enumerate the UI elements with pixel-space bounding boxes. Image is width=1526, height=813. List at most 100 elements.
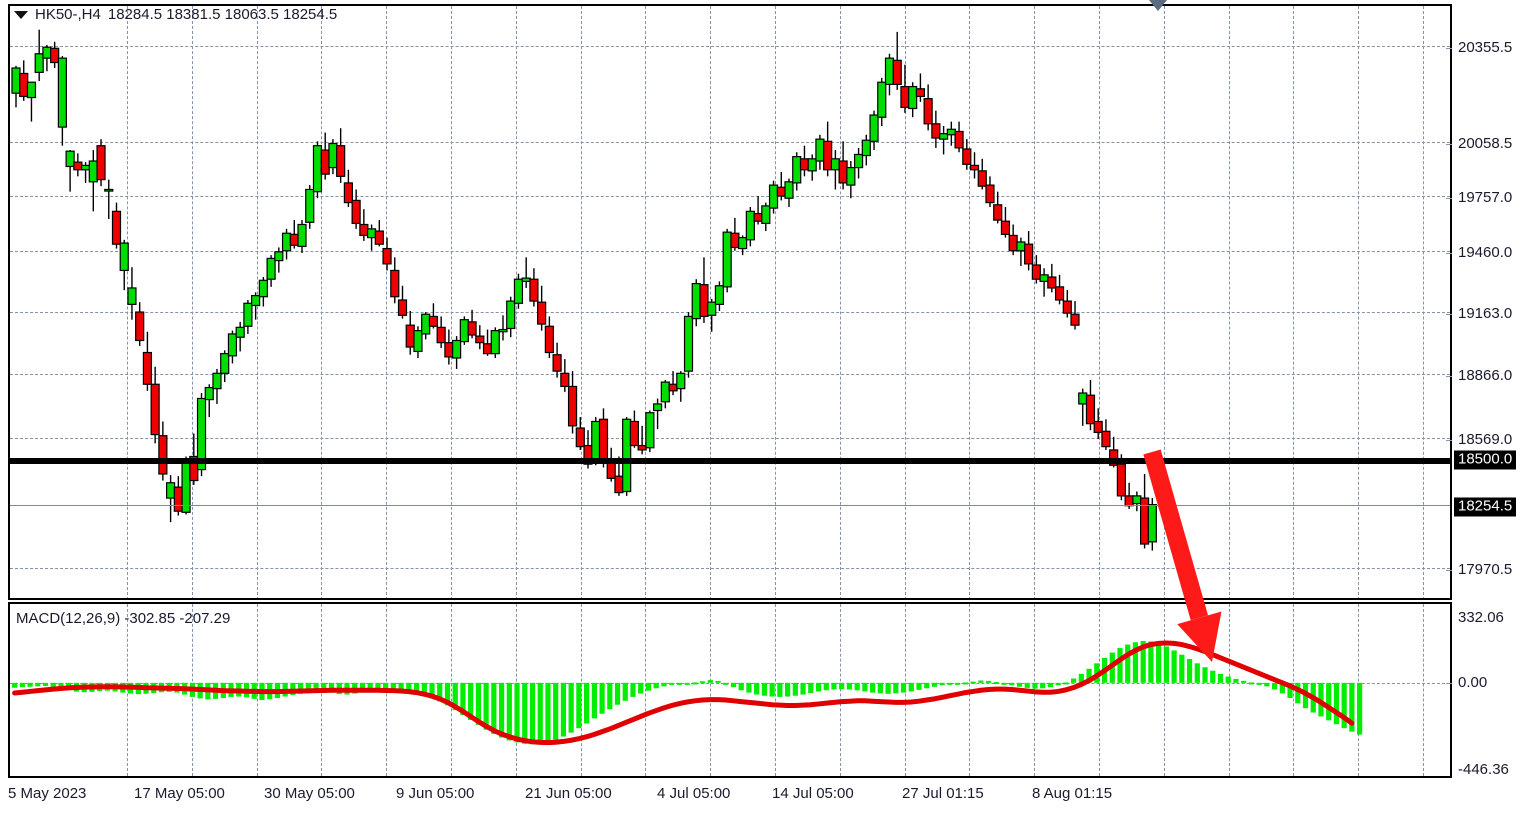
symbol-timeframe-label: HK50-,H4 [35, 6, 101, 23]
candlestick [506, 296, 516, 338]
macd-histogram-bar [815, 682, 822, 692]
macd-histogram-bar [1217, 673, 1224, 683]
candlestick [977, 158, 987, 190]
macd-histogram-bar [1024, 682, 1030, 688]
candlestick [923, 84, 933, 131]
price-axis-label: 19757.0 [1458, 189, 1513, 206]
macd-histogram-bar [591, 682, 597, 719]
candlestick [50, 41, 60, 68]
candlestick [629, 410, 640, 448]
triangle-down-icon[interactable] [14, 10, 28, 19]
macd-histogram-bar [398, 682, 404, 693]
candlestick [374, 220, 384, 247]
candlestick-series [11, 29, 1157, 551]
macd-histogram-bar [985, 680, 992, 683]
macd-histogram-bar [19, 682, 25, 688]
top-down-marker-icon[interactable] [1149, 0, 1167, 11]
time-axis[interactable]: 5 May 2023 17 May 05:00 30 May 05:00 9 Jun … [0, 780, 1526, 813]
macd-histogram-bar [707, 680, 713, 683]
candlestick [266, 255, 276, 287]
macd-histogram-bar [877, 682, 883, 694]
candlestick [351, 189, 361, 229]
macd-axis-label: 332.06 [1458, 609, 1504, 626]
macd-histogram-bar [498, 682, 505, 738]
macd-histogram-bar [576, 682, 582, 729]
candlestick [513, 273, 524, 309]
macd-histogram-bar [328, 682, 335, 693]
price-axis-label: 19460.0 [1458, 244, 1513, 261]
macd-histogram-bar [785, 682, 791, 697]
macd-histogram-bar [1295, 682, 1301, 704]
macd-histogram-bar [599, 682, 605, 714]
macd-histogram-bar [715, 680, 721, 683]
macd-histogram-bar [1210, 670, 1216, 683]
macd-histogram-bar [506, 682, 512, 741]
macd-histogram-bar [406, 682, 412, 694]
candlestick [993, 191, 1003, 224]
candlestick [915, 73, 926, 102]
macd-histogram-bar [931, 682, 938, 687]
candlestick [1024, 231, 1034, 271]
candlestick [645, 410, 655, 453]
candlestick [397, 285, 408, 319]
time-axis-label: 27 Jul 01:15 [902, 785, 984, 802]
macd-histogram-bar [1179, 654, 1185, 683]
price-axis-label: 19163.0 [1458, 305, 1513, 322]
candlestick [490, 327, 500, 358]
candlestick [1101, 419, 1111, 450]
macd-histogram-bar [1202, 667, 1208, 683]
macd-histogram-bar [468, 682, 474, 720]
bearish-arrow[interactable] [1143, 449, 1222, 662]
price-axis[interactable]: 20355.5 20058.5 19757.0 19460.0 19163.0 18866… [1446, 4, 1526, 600]
macd-histogram-bar [900, 682, 907, 693]
macd-histogram-bar [1148, 641, 1154, 683]
macd-histogram-bar [1156, 643, 1162, 683]
macd-series [12, 640, 1363, 746]
macd-histogram-bar [1333, 682, 1340, 725]
candlestick [1070, 301, 1080, 330]
macd-axis[interactable]: 332.06 0.00 -446.36 [1446, 604, 1526, 778]
candlestick [158, 421, 168, 481]
candlestick [150, 366, 160, 444]
time-axis-label: 21 Jun 05:00 [525, 785, 612, 802]
macd-histogram-bar [1357, 682, 1363, 735]
macd-histogram-bar [359, 682, 366, 693]
macd-histogram-bar [970, 681, 976, 684]
axis-tick [1446, 376, 1452, 377]
macd-histogram-bar [854, 682, 860, 691]
macd-histogram-bar [823, 682, 829, 691]
candlestick [938, 125, 949, 155]
macd-histogram-bar [1125, 644, 1131, 683]
macd-histogram-bar [1349, 682, 1355, 732]
macd-histogram-bar [692, 682, 698, 685]
candlestick [722, 228, 732, 293]
macd-histogram-bar [978, 680, 984, 683]
macd-histogram-bar [437, 682, 443, 702]
macd-histogram-bar [684, 682, 690, 685]
macd-histogram-bar [761, 682, 768, 696]
candlestick [784, 178, 794, 207]
macd-histogram-bar [321, 682, 327, 692]
current-price-line[interactable] [10, 505, 1450, 506]
candlestick [34, 29, 44, 82]
candlestick [142, 331, 153, 391]
panel-separator-top [8, 598, 1452, 600]
macd-histogram-bar [1016, 682, 1023, 687]
macd-histogram-bar [924, 682, 930, 689]
candlestick [575, 417, 585, 450]
candlestick [861, 134, 871, 166]
macd-histogram-bar [800, 682, 806, 695]
candlestick [660, 379, 670, 409]
resistance-line[interactable] [10, 458, 1450, 464]
candlestick [962, 139, 972, 170]
macd-histogram-bar [1132, 642, 1139, 683]
macd-histogram-bar [754, 682, 760, 695]
macd-histogram-bar [1047, 682, 1054, 688]
axis-tick [1446, 198, 1452, 199]
macd-histogram-bar [645, 682, 652, 691]
axis-tick [1446, 440, 1452, 441]
candlestick [274, 247, 284, 273]
macd-histogram-bar [730, 682, 737, 688]
candlestick [552, 342, 562, 378]
